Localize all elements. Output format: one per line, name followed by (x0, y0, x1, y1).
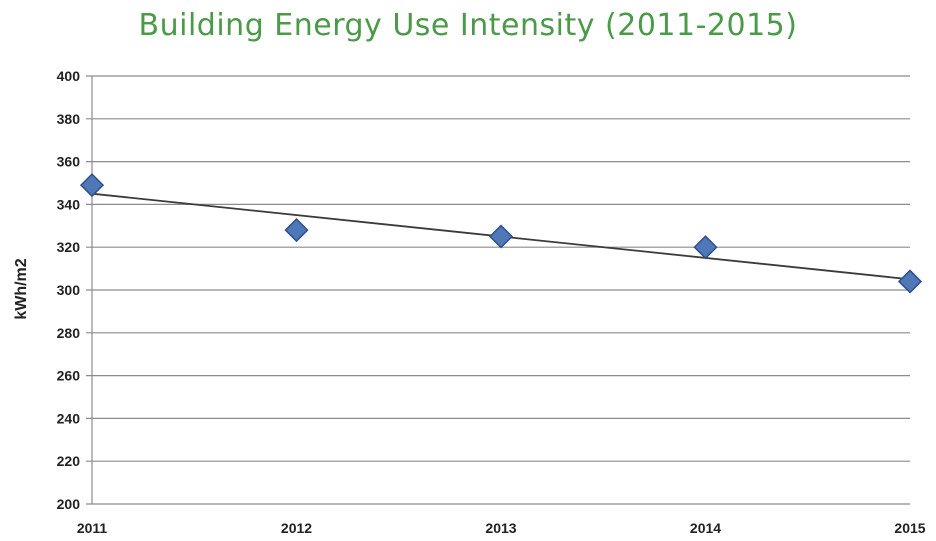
x-tick-label: 2012 (281, 520, 312, 536)
y-tick-label: 340 (57, 196, 81, 212)
y-tick-labels: 200 220 240 260 280 300 320 340 360 380 400 (57, 68, 81, 512)
data-point (81, 174, 103, 196)
y-tick-label: 320 (57, 239, 81, 255)
y-tick-label: 200 (57, 496, 81, 512)
data-point (695, 236, 717, 258)
x-tick-label: 2011 (77, 520, 108, 536)
y-tick-label: 220 (57, 453, 81, 469)
y-tick-label: 380 (57, 111, 81, 127)
data-point (899, 270, 921, 292)
x-tick-label: 2013 (485, 520, 516, 536)
data-point (286, 219, 308, 241)
x-tick-labels: 2011 2012 2013 2014 2015 (77, 520, 926, 536)
data-points (81, 174, 921, 292)
y-tick-label: 300 (57, 282, 81, 298)
y-tick-label: 400 (57, 68, 81, 84)
y-axis-label: kWh/m2 (13, 258, 30, 319)
x-tick-label: 2014 (690, 520, 721, 536)
grid (86, 76, 910, 504)
data-point (490, 226, 512, 248)
y-tick-label: 260 (57, 368, 81, 384)
y-tick-label: 360 (57, 154, 81, 170)
x-tick-label: 2015 (894, 520, 925, 536)
y-tick-label: 240 (57, 410, 81, 426)
y-tick-label: 280 (57, 325, 81, 341)
